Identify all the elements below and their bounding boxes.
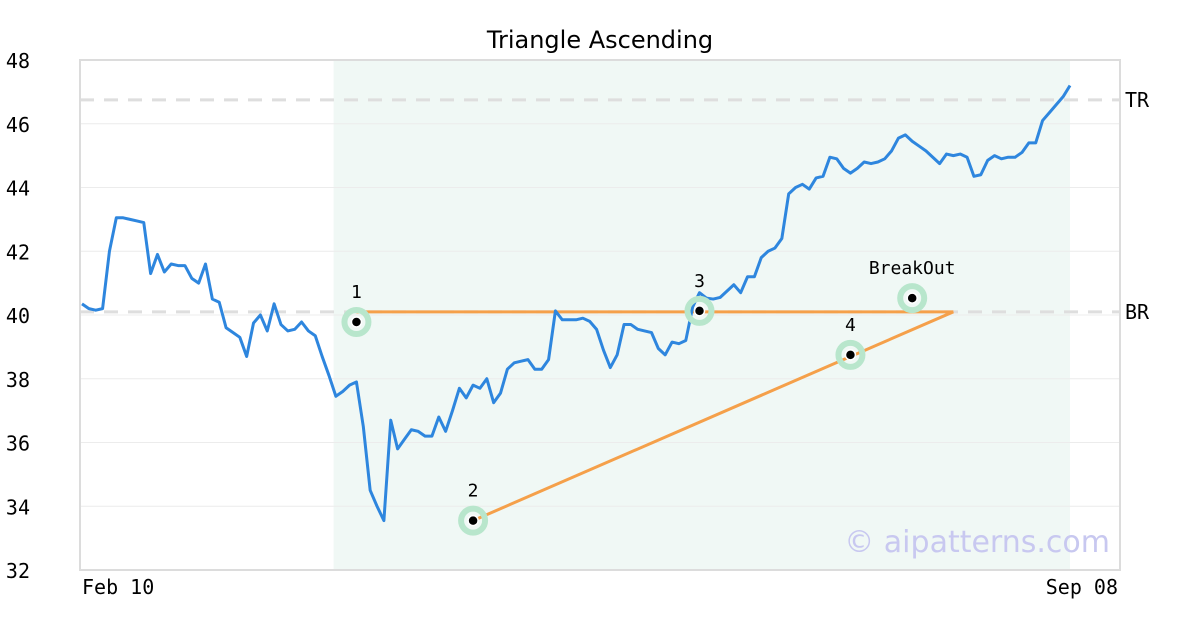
reference-label: TR — [1125, 88, 1150, 112]
y-axis: 32 34 36 38 40 42 44 46 48 — [6, 49, 30, 583]
pattern-lines — [356, 310, 954, 522]
annotation-halo — [897, 283, 928, 314]
series-line — [81, 84, 1072, 523]
y-tick-label: 40 — [6, 304, 30, 328]
annotations: 1234BreakOutSuccess — [341, 258, 956, 536]
y-tick-label: 44 — [6, 177, 30, 201]
y-tick-label: 38 — [6, 368, 30, 392]
annotation-halo — [835, 339, 866, 370]
x-tick-label: Feb 10 — [82, 575, 154, 599]
y-tick-label: 34 — [6, 495, 30, 519]
reference-label: BR — [1125, 300, 1150, 324]
annotation-halo — [458, 505, 489, 536]
watermark: © aipatterns.com — [844, 525, 1110, 560]
annotation-label: 3 — [694, 271, 705, 292]
annotation-label: 4 — [845, 315, 856, 336]
annotation-point — [467, 514, 479, 527]
annotation-point — [693, 305, 706, 317]
y-tick-label: 32 — [6, 559, 30, 583]
annotation-point — [844, 349, 857, 361]
y-tick-label: 36 — [6, 432, 30, 456]
x-axis: Feb 10 Sep 08 — [82, 575, 1118, 599]
annotation-point — [906, 292, 918, 304]
chart-title: Triangle Ascending — [486, 26, 713, 54]
y-tick-label: 42 — [6, 240, 30, 264]
annotation-label: 2 — [468, 481, 479, 502]
annotation-halo — [684, 295, 715, 326]
x-tick-label: Sep 08 — [1046, 575, 1118, 599]
y-tick-label: 48 — [6, 49, 30, 73]
plot-frame — [79, 59, 1121, 571]
annotation-halo — [341, 307, 372, 338]
y-tick-label: 46 — [6, 113, 30, 137]
annotation-label: 1 — [351, 282, 362, 303]
grid — [80, 59, 1120, 571]
annotation-point — [350, 316, 363, 328]
annotation-label: BreakOut — [869, 258, 956, 279]
pattern-line — [472, 310, 954, 522]
